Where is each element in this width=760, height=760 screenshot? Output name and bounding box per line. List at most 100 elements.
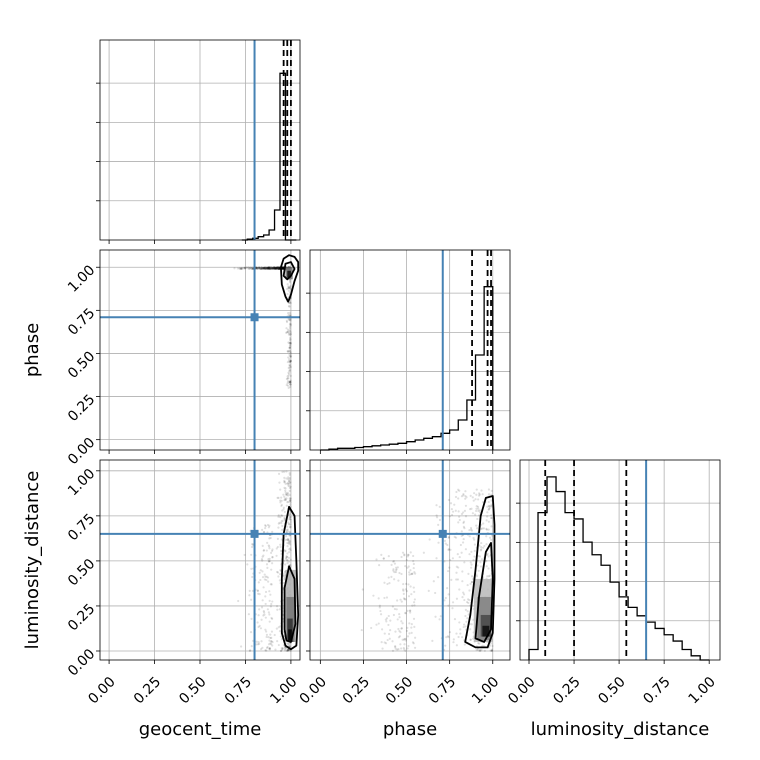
scatter-point: [385, 617, 389, 620]
scatter-point: [287, 478, 290, 481]
scatter-point: [289, 333, 292, 336]
y-tick-label-luminosity_distance: 0.50: [65, 556, 98, 589]
scatter-point: [458, 621, 461, 624]
scatter-point: [269, 636, 272, 640]
scatter-point: [270, 630, 274, 633]
scatter-point: [398, 629, 401, 633]
scatter-point: [469, 628, 472, 631]
scatter-point: [435, 516, 439, 519]
scatter-point: [268, 599, 271, 602]
scatter-point: [480, 648, 483, 651]
scatter-point: [257, 581, 260, 584]
scatter-point: [439, 615, 442, 618]
scatter-point: [388, 637, 391, 640]
scatter-point: [262, 549, 265, 552]
scatter-point: [242, 267, 245, 270]
scatter-point: [462, 625, 465, 629]
scatter-point: [287, 341, 290, 344]
scatter-point: [410, 626, 413, 629]
scatter-point: [283, 516, 286, 519]
scatter-point: [257, 266, 261, 269]
scatter-point: [462, 511, 465, 514]
scatter-point: [288, 285, 291, 289]
scatter-point: [487, 520, 490, 523]
contour-inner: [474, 541, 494, 643]
scatter-point: [289, 503, 292, 506]
scatter-point: [250, 567, 253, 570]
scatter-point: [289, 342, 292, 345]
scatter-point: [281, 267, 285, 270]
scatter-point: [461, 636, 464, 639]
scatter-point: [460, 551, 463, 554]
scatter-point: [261, 599, 264, 602]
scatter-point: [276, 496, 279, 499]
contour-outer: [280, 254, 300, 303]
scatter-point: [289, 563, 292, 567]
scatter-point: [278, 608, 281, 611]
histogram-geocent_time: [241, 72, 297, 241]
scatter-point: [487, 493, 491, 496]
scatter-point: [285, 331, 288, 334]
scatter-point: [394, 645, 397, 649]
scatter-point: [398, 635, 402, 638]
scatter-point: [285, 558, 288, 561]
scatter-point: [406, 626, 409, 629]
scatter-point: [287, 289, 290, 292]
scatter-point: [288, 473, 291, 476]
scatter-point: [412, 642, 415, 645]
y-tick-label-phase: 0.50: [65, 348, 98, 381]
scatter-point: [480, 527, 483, 531]
scatter-point: [281, 266, 284, 269]
scatter-point: [393, 562, 397, 565]
scatter-point: [260, 267, 263, 270]
scatter-point: [470, 507, 473, 510]
scatter-point: [265, 549, 268, 552]
x-tick-label-luminosity_distance: 0.50: [595, 674, 628, 707]
scatter-point: [241, 267, 244, 270]
scatter-point: [288, 380, 292, 384]
scatter-point: [463, 527, 466, 530]
scatter-point: [277, 267, 280, 270]
scatter-point: [288, 305, 291, 308]
scatter-point: [471, 496, 474, 499]
scatter-point: [233, 267, 236, 270]
scatter-point: [261, 570, 264, 573]
scatter-point: [273, 267, 276, 270]
scatter-point: [470, 550, 473, 553]
scatter-point: [255, 266, 258, 269]
scatter-point: [289, 499, 292, 502]
scatter-point: [288, 319, 291, 322]
scatter-point: [249, 631, 253, 634]
scatter-point: [240, 645, 243, 648]
scatter-point: [262, 614, 265, 617]
scatter-point: [279, 545, 282, 549]
scatter-point: [490, 649, 493, 652]
scatter-point: [279, 649, 283, 653]
scatter-point: [273, 267, 277, 270]
scatter-point: [282, 572, 286, 575]
scatter-point: [267, 560, 271, 563]
scatter-point: [240, 267, 243, 270]
scatter-point: [391, 560, 395, 563]
scatter-point: [394, 630, 397, 633]
scatter-point: [289, 501, 292, 504]
scatter-point: [269, 267, 272, 271]
scatter-point: [375, 623, 378, 626]
scatter-point: [382, 557, 385, 560]
scatter-point: [268, 267, 271, 270]
panels-layer: 0.00 0.25 0.50 0.75 1.000.000.250.500.751.00…: [65, 39, 721, 707]
scatter-point: [255, 640, 258, 643]
scatter-point: [267, 544, 270, 547]
scatter-point: [288, 363, 291, 367]
scatter-point: [289, 515, 292, 518]
scatter-point: [464, 608, 467, 612]
scatter-point: [477, 498, 480, 501]
scatter-point: [287, 522, 290, 525]
scatter-point: [287, 643, 291, 646]
scatter-point: [383, 632, 386, 635]
scatter-point: [378, 564, 381, 567]
scatter-point: [247, 613, 250, 616]
scatter-point: [283, 480, 286, 484]
scatter-point: [268, 267, 271, 270]
scatter-point: [409, 551, 412, 554]
